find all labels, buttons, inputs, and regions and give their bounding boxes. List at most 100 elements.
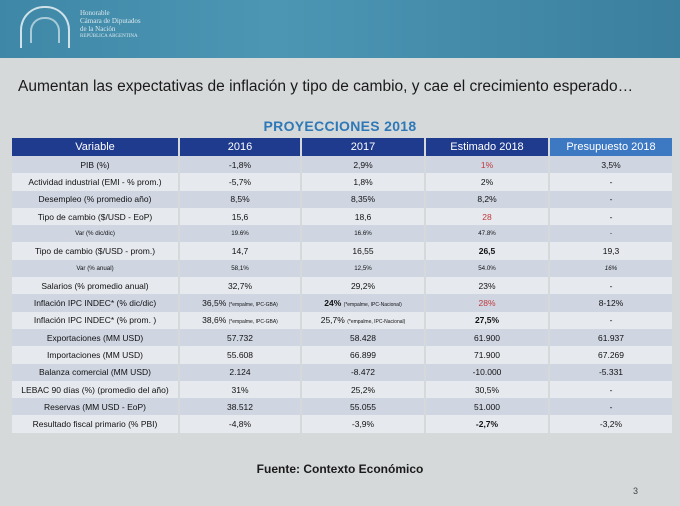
cell-pres2018: -3,2% [550, 415, 672, 433]
cell-variable: Reservas (MM USD - EoP) [12, 398, 178, 416]
institution-line: Honorable [80, 9, 110, 17]
cell-est2018: 61.900 [426, 328, 548, 347]
table-row: Var (% dic/dic) 19.6% 16.6% 47.8% - [12, 225, 672, 243]
cell-note: (*empalme, IPC-Nacional) [343, 302, 402, 309]
cell-pres2018: - [550, 311, 672, 329]
cell-est2018: 1% [426, 156, 548, 174]
table-row: Inflación IPC INDEC* (% prom. ) 38,6% (*… [12, 311, 672, 329]
cell-pres2018: 67.269 [550, 346, 672, 364]
page-number: 3 [632, 486, 638, 496]
cell-est2018: 54.0% [426, 259, 548, 278]
cell-2017: 55.055 [302, 398, 424, 416]
cell-variable: Salarios (% promedio anual) [12, 277, 178, 295]
cell-note: (*empalme, IPC-GBA) [228, 302, 278, 309]
cell-2016: -1,8% [180, 156, 300, 174]
cell-pres2018: - [550, 398, 672, 416]
table-row: Tipo de cambio ($/USD - prom.) 14,7 16,5… [12, 242, 672, 260]
cell-2017: 66.899 [302, 346, 424, 364]
institution-line: Cámara de Diputados [80, 17, 141, 25]
cell-2017: 25,7% (*empalme, IPC-Nacional) [302, 311, 424, 329]
cell-2016: 15,6 [180, 207, 300, 226]
cell-2016: 31% [180, 380, 300, 399]
cell-pres2018: 16% [550, 259, 672, 278]
slide-body: Aumentan las expectativas de inflación y… [0, 58, 680, 506]
header-band: Honorable Cámara de Diputados de la Naci… [0, 0, 680, 58]
cell-pres2018: - [550, 207, 672, 226]
cell-2017: -8.472 [302, 363, 424, 381]
cell-variable: Exportaciones (MM USD) [12, 328, 178, 347]
table-row: Importaciones (MM USD) 55.608 66.899 71.… [12, 346, 672, 364]
table-title: PROYECCIONES 2018 [263, 118, 417, 134]
cell-variable: Resultado fiscal primario (% PBI) [12, 415, 178, 433]
cell-variable: Tipo de cambio ($/USD - EoP) [12, 207, 178, 226]
cell-variable: LEBAC 90 días (%) (promedio del año) [12, 380, 178, 399]
header-2016: 2016 [180, 138, 300, 156]
cell-variable: Inflación IPC INDEC* (% prom. ) [12, 311, 178, 329]
cell-pres2018: - [550, 380, 672, 399]
institution-line: REPÚBLICA ARGENTINA [80, 34, 138, 39]
cell-pres2018: - [550, 225, 672, 243]
cell-est2018: 71.900 [426, 346, 548, 364]
table-row: Exportaciones (MM USD) 57.732 58.428 61.… [12, 328, 672, 347]
cell-2017: -3,9% [302, 415, 424, 433]
cell-2017: 18,6 [302, 207, 424, 226]
cell-est2018: 51.000 [426, 398, 548, 416]
cell-variable: Var (% dic/dic) [12, 225, 178, 243]
cell-pres2018: -5.331 [550, 363, 672, 381]
cell-2016: 36,5% (*empalme, IPC-GBA) [180, 294, 300, 312]
cell-est2018: 28% [426, 294, 548, 312]
cell-pres2018: 19,3 [550, 242, 672, 260]
table-row: Desempleo (% promedio año) 8,5% 8,35% 8,… [12, 190, 672, 208]
cell-value: 25,7% [320, 315, 345, 326]
header-estimado-2018: Estimado 2018 [426, 138, 548, 156]
cell-est2018: 30,5% [426, 380, 548, 399]
cell-pres2018: 3,5% [550, 156, 672, 174]
cell-est2018: -2,7% [426, 415, 548, 433]
cell-2017: 2,9% [302, 156, 424, 174]
cell-est2018: 27,5% [426, 311, 548, 329]
header-variable: Variable [12, 138, 178, 156]
cell-variable: Importaciones (MM USD) [12, 346, 178, 364]
cell-pres2018: - [550, 190, 672, 208]
table-row: Tipo de cambio ($/USD - EoP) 15,6 18,6 2… [12, 207, 672, 226]
cell-2017: 12,5% [302, 259, 424, 278]
cell-2016: 55.608 [180, 346, 300, 364]
cell-2017: 16,55 [302, 242, 424, 260]
table-row: Var (% anual) 58,1% 12,5% 54.0% 16% [12, 259, 672, 278]
cell-pres2018: - [550, 277, 672, 295]
cell-2016: -5,7% [180, 173, 300, 191]
cell-2016: 8,5% [180, 190, 300, 208]
cell-est2018: 28 [426, 207, 548, 226]
cell-2017: 29,2% [302, 277, 424, 295]
congress-logo-icon [20, 6, 70, 48]
cell-2017: 1,8% [302, 173, 424, 191]
cell-variable: Tipo de cambio ($/USD - prom.) [12, 242, 178, 260]
cell-est2018: 8,2% [426, 190, 548, 208]
cell-2017: 24% (*empalme, IPC-Nacional) [302, 294, 424, 312]
table-row: Inflación IPC INDEC* (% dic/dic) 36,5% (… [12, 294, 672, 312]
cell-variable: PIB (%) [12, 156, 178, 174]
cell-2016: 38,6% (*empalme, IPC-GBA) [180, 311, 300, 329]
cell-est2018: -10.000 [426, 363, 548, 381]
institution-line: de la Nación [80, 25, 116, 33]
cell-value: 24% [324, 298, 342, 309]
cell-2017: 58.428 [302, 328, 424, 347]
header-2017: 2017 [302, 138, 424, 156]
cell-est2018: 26,5 [426, 242, 548, 260]
cell-2016: 58,1% [180, 259, 300, 278]
cell-note: (*empalme, IPC-GBA) [228, 319, 278, 326]
cell-2017: 8,35% [302, 190, 424, 208]
cell-2016: 57.732 [180, 328, 300, 347]
slide-headline: Aumentan las expectativas de inflación y… [18, 78, 634, 95]
table-row: Actividad industrial (EMI - % prom.) -5,… [12, 173, 672, 191]
table-row: Salarios (% promedio anual) 32,7% 29,2% … [12, 277, 672, 295]
cell-variable: Balanza comercial (MM USD) [12, 363, 178, 381]
projections-table: Variable 2016 2017 Estimado 2018 Presupu… [10, 138, 674, 433]
source-caption: Fuente: Contexto Económico [256, 462, 424, 476]
cell-est2018: 23% [426, 277, 548, 295]
table-header-row: Variable 2016 2017 Estimado 2018 Presupu… [12, 138, 672, 156]
cell-note: (*empalme, IPC-Nacional) [347, 319, 406, 326]
table-row: Balanza comercial (MM USD) 2.124 -8.472 … [12, 363, 672, 381]
cell-variable: Var (% anual) [12, 259, 178, 278]
cell-2016: 2.124 [180, 363, 300, 381]
